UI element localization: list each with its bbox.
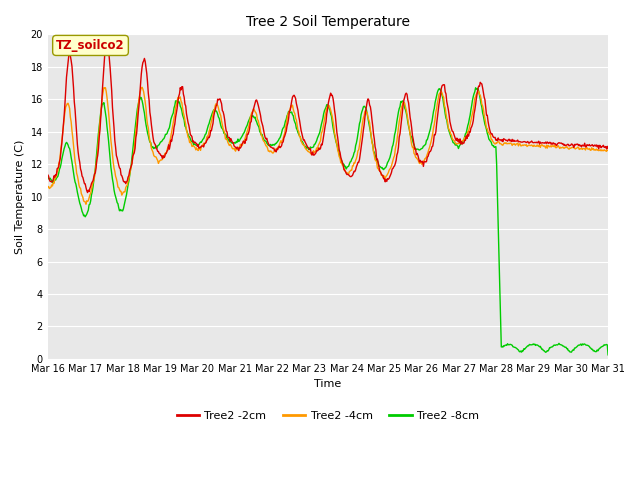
Title: Tree 2 Soil Temperature: Tree 2 Soil Temperature bbox=[246, 15, 410, 29]
Tree2 -4cm bbox=[170, 115, 178, 121]
Tree2 -8cm bbox=[396, 104, 404, 109]
Tree2 -4cm bbox=[397, 104, 405, 110]
Tree2 -4cm bbox=[113, 176, 120, 181]
Tree2 -2cm bbox=[170, 124, 178, 130]
Tree2 -8cm bbox=[112, 194, 120, 200]
Tree2 -2cm bbox=[84, 190, 92, 195]
Tree2 -8cm bbox=[472, 85, 479, 91]
Tree2 -4cm bbox=[200, 140, 207, 146]
X-axis label: Time: Time bbox=[314, 379, 342, 389]
Tree2 -2cm bbox=[604, 145, 612, 151]
Tree2 -2cm bbox=[103, 39, 111, 45]
Tree2 -2cm bbox=[200, 144, 207, 150]
Line: Tree2 -2cm: Tree2 -2cm bbox=[48, 42, 608, 192]
Tree2 -4cm bbox=[54, 168, 62, 174]
Tree2 -8cm bbox=[198, 138, 206, 144]
Tree2 -2cm bbox=[414, 153, 422, 158]
Tree2 -8cm bbox=[604, 352, 612, 358]
Tree2 -2cm bbox=[397, 117, 405, 122]
Tree2 -4cm bbox=[138, 84, 146, 90]
Tree2 -4cm bbox=[414, 157, 422, 163]
Tree2 -8cm bbox=[44, 173, 52, 179]
Legend: Tree2 -2cm, Tree2 -4cm, Tree2 -8cm: Tree2 -2cm, Tree2 -4cm, Tree2 -8cm bbox=[172, 407, 484, 426]
Line: Tree2 -4cm: Tree2 -4cm bbox=[48, 87, 608, 204]
Tree2 -8cm bbox=[54, 173, 62, 179]
Text: TZ_soilco2: TZ_soilco2 bbox=[56, 39, 125, 52]
Tree2 -4cm bbox=[82, 202, 90, 207]
Tree2 -2cm bbox=[113, 155, 121, 161]
Y-axis label: Soil Temperature (C): Soil Temperature (C) bbox=[15, 139, 25, 254]
Tree2 -2cm bbox=[54, 165, 62, 171]
Tree2 -4cm bbox=[604, 147, 612, 153]
Tree2 -8cm bbox=[168, 112, 176, 118]
Tree2 -2cm bbox=[44, 172, 52, 178]
Tree2 -8cm bbox=[413, 146, 420, 152]
Tree2 -4cm bbox=[44, 184, 52, 190]
Line: Tree2 -8cm: Tree2 -8cm bbox=[48, 88, 608, 355]
